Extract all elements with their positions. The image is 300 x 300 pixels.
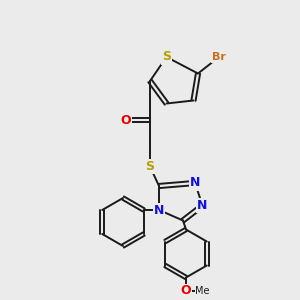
Text: O: O xyxy=(181,284,191,298)
Text: Br: Br xyxy=(212,52,226,62)
Text: S: S xyxy=(162,50,171,64)
Text: N: N xyxy=(197,199,208,212)
Text: N: N xyxy=(190,176,200,190)
Text: Me: Me xyxy=(195,286,210,296)
Text: O: O xyxy=(121,113,131,127)
Text: N: N xyxy=(154,203,164,217)
Text: S: S xyxy=(146,160,154,173)
